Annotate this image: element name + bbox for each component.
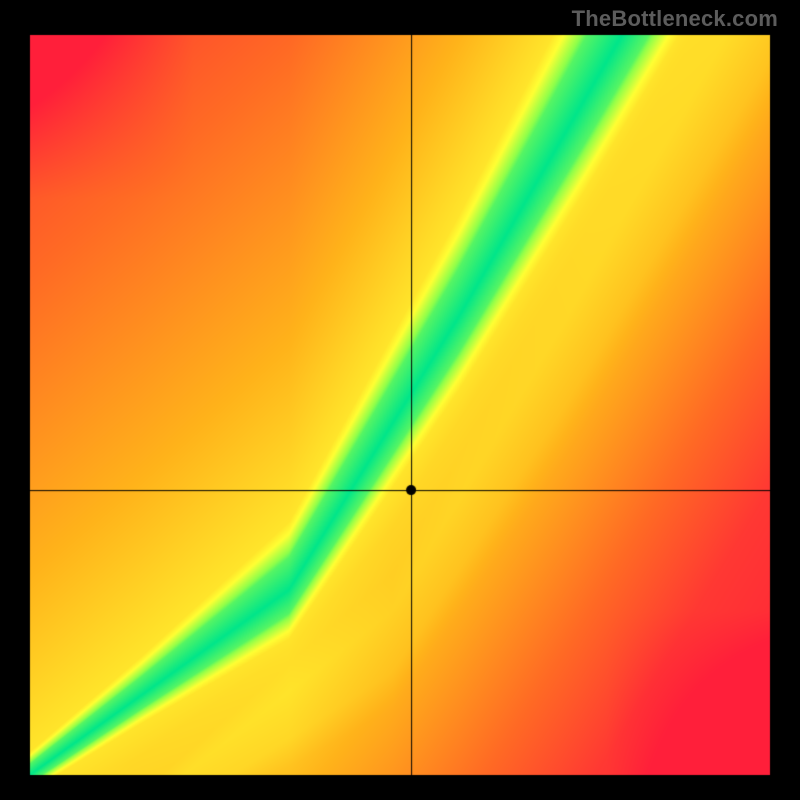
- watermark-text: TheBottleneck.com: [572, 6, 778, 32]
- chart-container: TheBottleneck.com: [0, 0, 800, 800]
- heatmap-canvas: [0, 0, 800, 800]
